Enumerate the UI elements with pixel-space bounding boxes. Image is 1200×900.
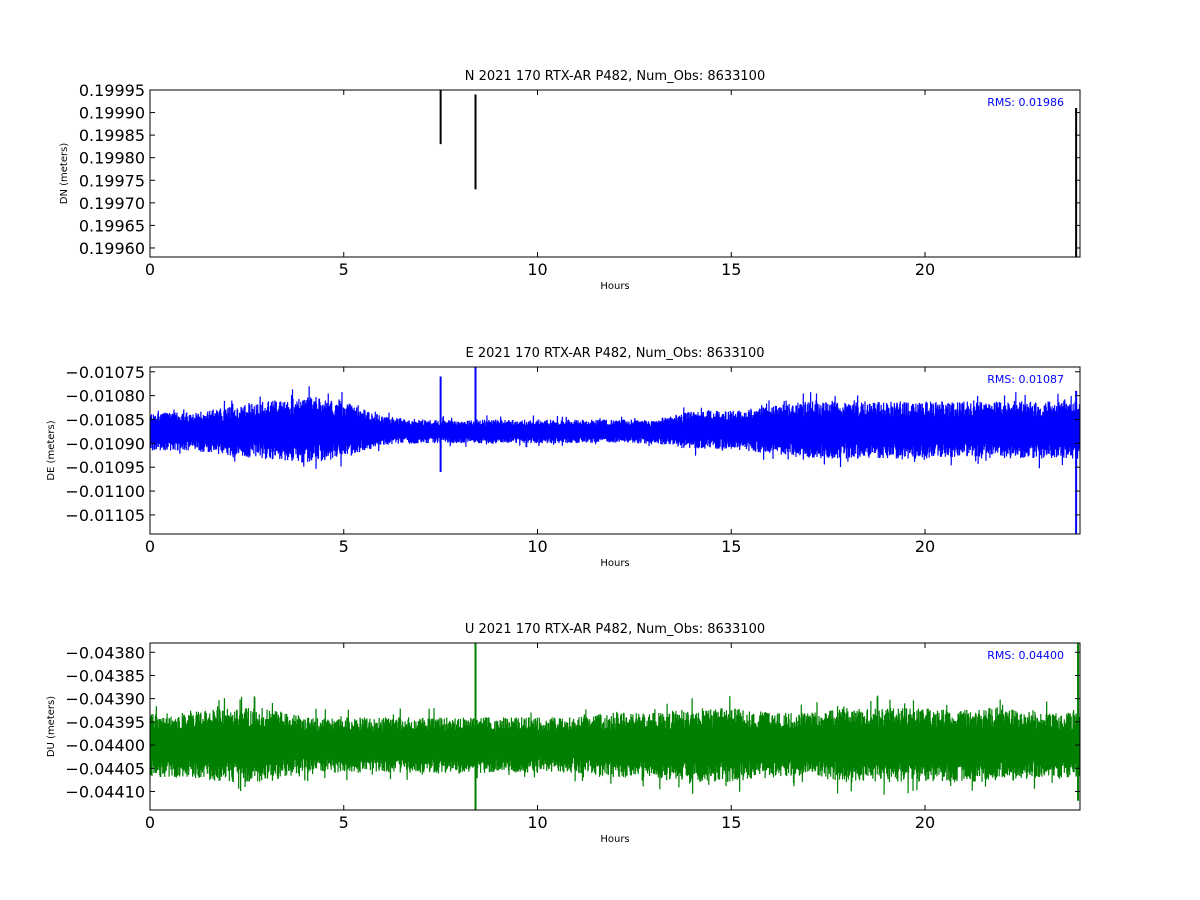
north-xtick-label: 0 (145, 260, 155, 279)
east-series (150, 367, 1080, 534)
north-axes-frame (149, 89, 1081, 258)
up-xtick-label: 15 (721, 813, 741, 832)
up-panel: U 2021 170 RTX-AR P482, Num_Obs: 8633100… (46, 622, 1081, 845)
east-ytick-label: −0.01105 (65, 506, 145, 525)
up-ytick-label: −0.04390 (65, 690, 145, 709)
up-ytick-label: −0.04405 (65, 759, 145, 778)
up-x-axis-label: Hours (600, 834, 629, 845)
east-xtick-label: 10 (527, 537, 547, 556)
up-rms-annotation: RMS: 0.04400 (987, 649, 1064, 662)
north-ytick-label: 0.19990 (79, 104, 145, 123)
up-xtick-label: 10 (527, 813, 547, 832)
north-xtick-label: 10 (527, 260, 547, 279)
up-chart-title: U 2021 170 RTX-AR P482, Num_Obs: 8633100 (465, 622, 765, 637)
east-rms-annotation: RMS: 0.01087 (987, 373, 1064, 386)
north-xtick-label: 5 (339, 260, 349, 279)
east-xtick-label: 15 (721, 537, 741, 556)
east-xtick-label: 0 (145, 537, 155, 556)
up-series-line (150, 695, 1080, 795)
north-y-axis-label: DN (meters) (59, 143, 70, 205)
east-axes-frame (149, 366, 1081, 535)
north-ytick-label: 0.19970 (79, 194, 145, 213)
east-series-line (150, 386, 1080, 469)
north-xtick-label: 15 (721, 260, 741, 279)
east-ytick-label: −0.01075 (65, 363, 145, 382)
up-y-axis-label: DU (meters) (46, 696, 57, 757)
up-axes-frame (149, 642, 1081, 811)
up-ytick-label: −0.04395 (65, 713, 145, 732)
east-panel: E 2021 170 RTX-AR P482, Num_Obs: 8633100… (46, 346, 1081, 569)
east-ytick-label: −0.01100 (65, 482, 145, 501)
north-x-axis-label: Hours (600, 281, 629, 292)
up-xtick-label: 5 (339, 813, 349, 832)
east-ytick-label: −0.01095 (65, 458, 145, 477)
north-panel: N 2021 170 RTX-AR P482, Num_Obs: 8633100… (59, 69, 1081, 292)
up-ytick-label: −0.04385 (65, 666, 145, 685)
east-x-axis-label: Hours (600, 558, 629, 569)
up-ytick-label: −0.04380 (65, 643, 145, 662)
east-y-axis-label: DE (meters) (46, 420, 57, 480)
north-ytick-label: 0.19975 (79, 171, 145, 190)
north-ytick-label: 0.19980 (79, 149, 145, 168)
east-xtick-label: 20 (915, 537, 935, 556)
north-xtick-label: 20 (915, 260, 935, 279)
up-xtick-label: 20 (915, 813, 935, 832)
east-chart-title: E 2021 170 RTX-AR P482, Num_Obs: 8633100 (466, 346, 765, 361)
east-ytick-label: −0.01085 (65, 410, 145, 429)
up-ytick-label: −0.04410 (65, 782, 145, 801)
north-chart-title: N 2021 170 RTX-AR P482, Num_Obs: 8633100 (465, 69, 765, 84)
north-ytick-label: 0.19960 (79, 239, 145, 258)
up-xtick-label: 0 (145, 813, 155, 832)
north-ytick-label: 0.19985 (79, 126, 145, 145)
up-ytick-label: −0.04400 (65, 736, 145, 755)
east-ytick-label: −0.01090 (65, 434, 145, 453)
east-xtick-label: 5 (339, 537, 349, 556)
north-rms-annotation: RMS: 0.01986 (987, 96, 1064, 109)
north-series (439, 90, 1078, 257)
east-ytick-label: −0.01080 (65, 387, 145, 406)
north-ytick-label: 0.19965 (79, 216, 145, 235)
north-ytick-label: 0.19995 (79, 81, 145, 100)
